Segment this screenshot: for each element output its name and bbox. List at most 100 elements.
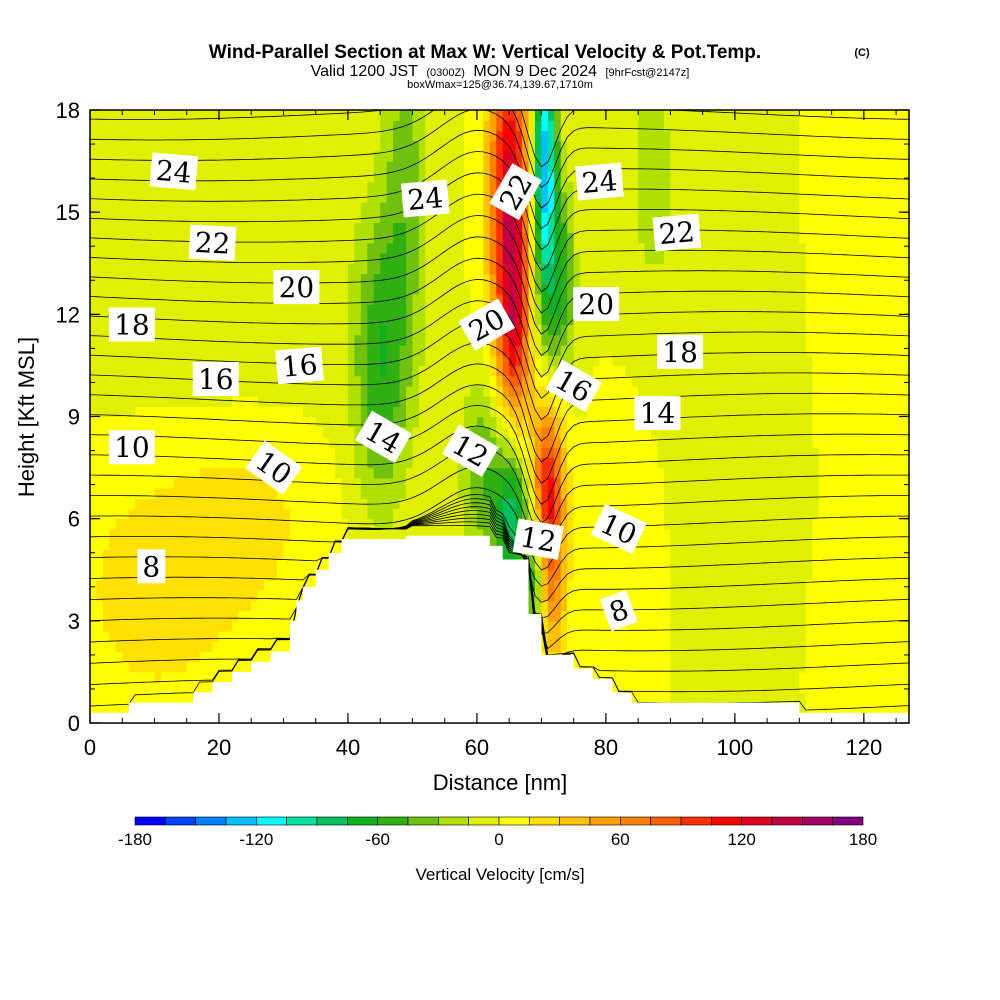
velocity-cell <box>102 477 110 489</box>
velocity-cell <box>167 610 175 622</box>
velocity-cell <box>386 140 394 152</box>
velocity-cell <box>470 467 478 479</box>
velocity-cell <box>367 447 375 458</box>
velocity-cell <box>322 253 330 264</box>
velocity-cell <box>470 242 478 254</box>
velocity-cell <box>309 334 317 346</box>
velocity-cell <box>296 498 304 510</box>
velocity-cell <box>186 191 194 203</box>
velocity-cell <box>160 661 168 673</box>
velocity-cell <box>315 110 323 121</box>
velocity-cell <box>115 559 123 571</box>
velocity-cell <box>483 171 491 183</box>
velocity-cell <box>425 314 433 326</box>
velocity-cell <box>302 304 310 315</box>
velocity-cell <box>212 263 220 275</box>
velocity-cell <box>373 355 381 367</box>
velocity-cell <box>264 631 272 642</box>
velocity-cell <box>289 559 297 571</box>
velocity-cell <box>231 416 239 428</box>
velocity-cell <box>218 590 227 601</box>
velocity-cell <box>115 569 123 581</box>
velocity-cell <box>470 477 478 489</box>
velocity-cell <box>302 579 310 591</box>
velocity-cell <box>393 304 401 315</box>
velocity-cell <box>122 344 130 356</box>
velocity-cell <box>399 457 407 469</box>
velocity-cell <box>315 253 323 264</box>
velocity-cell <box>167 212 175 223</box>
velocity-cell <box>296 140 304 152</box>
velocity-cell <box>618 385 626 397</box>
velocity-cell <box>167 120 175 132</box>
velocity-cell <box>457 304 465 315</box>
velocity-cell <box>367 181 375 193</box>
velocity-cell <box>322 528 330 540</box>
velocity-cell <box>412 344 420 356</box>
velocity-cell <box>541 273 549 285</box>
velocity-cell <box>502 110 510 121</box>
velocity-cell <box>251 293 259 305</box>
velocity-cell <box>212 426 220 438</box>
velocity-cell <box>412 436 420 448</box>
velocity-cell <box>186 120 194 132</box>
velocity-cell <box>90 396 98 407</box>
velocity-cell <box>322 293 330 305</box>
velocity-cell <box>580 641 588 653</box>
velocity-cell <box>109 477 117 489</box>
velocity-cell <box>109 600 117 612</box>
velocity-cell <box>238 447 246 458</box>
velocity-cell <box>199 620 207 632</box>
velocity-cell <box>309 140 317 152</box>
velocity-cell <box>438 242 446 254</box>
velocity-cell <box>489 242 497 254</box>
velocity-cell <box>277 212 285 223</box>
velocity-cell <box>573 140 581 152</box>
velocity-cell <box>618 426 626 438</box>
velocity-cell <box>296 508 304 520</box>
velocity-cell <box>431 498 439 510</box>
velocity-cell <box>593 467 601 479</box>
velocity-cell <box>502 242 510 254</box>
velocity-cell <box>160 436 168 448</box>
velocity-cell <box>360 324 368 336</box>
velocity-cell <box>102 651 110 663</box>
velocity-cell <box>509 140 517 152</box>
velocity-cell <box>122 140 130 152</box>
velocity-cell <box>554 641 562 653</box>
velocity-cell <box>451 355 459 367</box>
velocity-cell <box>347 334 355 346</box>
velocity-cell <box>141 222 149 234</box>
velocity-cell <box>580 130 588 142</box>
velocity-cell <box>102 539 110 550</box>
velocity-cell <box>167 498 175 510</box>
velocity-cell <box>244 344 252 356</box>
velocity-cell <box>251 641 259 653</box>
velocity-cell <box>625 651 633 663</box>
velocity-cell <box>347 120 355 132</box>
chart-subtitle: Valid 1200 JST (0300Z) MON 9 Dec 2024 [9… <box>311 63 690 80</box>
velocity-cell <box>393 212 401 223</box>
velocity-cell <box>218 171 227 183</box>
velocity-cell <box>476 375 484 387</box>
velocity-cell <box>199 150 207 162</box>
velocity-cell <box>464 528 472 540</box>
velocity-cell <box>418 212 426 223</box>
velocity-cell <box>231 304 239 315</box>
velocity-cell <box>470 416 478 428</box>
velocity-cell <box>167 344 175 356</box>
velocity-cell <box>412 365 420 377</box>
velocity-cell <box>502 375 510 387</box>
velocity-cell <box>296 559 304 571</box>
velocity-cell <box>605 631 613 642</box>
velocity-cell <box>315 181 323 193</box>
velocity-cell <box>386 263 394 275</box>
velocity-cell <box>251 161 259 172</box>
velocity-cell <box>218 396 227 407</box>
velocity-cell <box>167 467 175 479</box>
velocity-cell <box>128 232 136 244</box>
velocity-cell <box>160 253 168 264</box>
velocity-cell <box>560 324 568 336</box>
velocity-cell <box>360 314 368 326</box>
velocity-cell <box>167 375 175 387</box>
